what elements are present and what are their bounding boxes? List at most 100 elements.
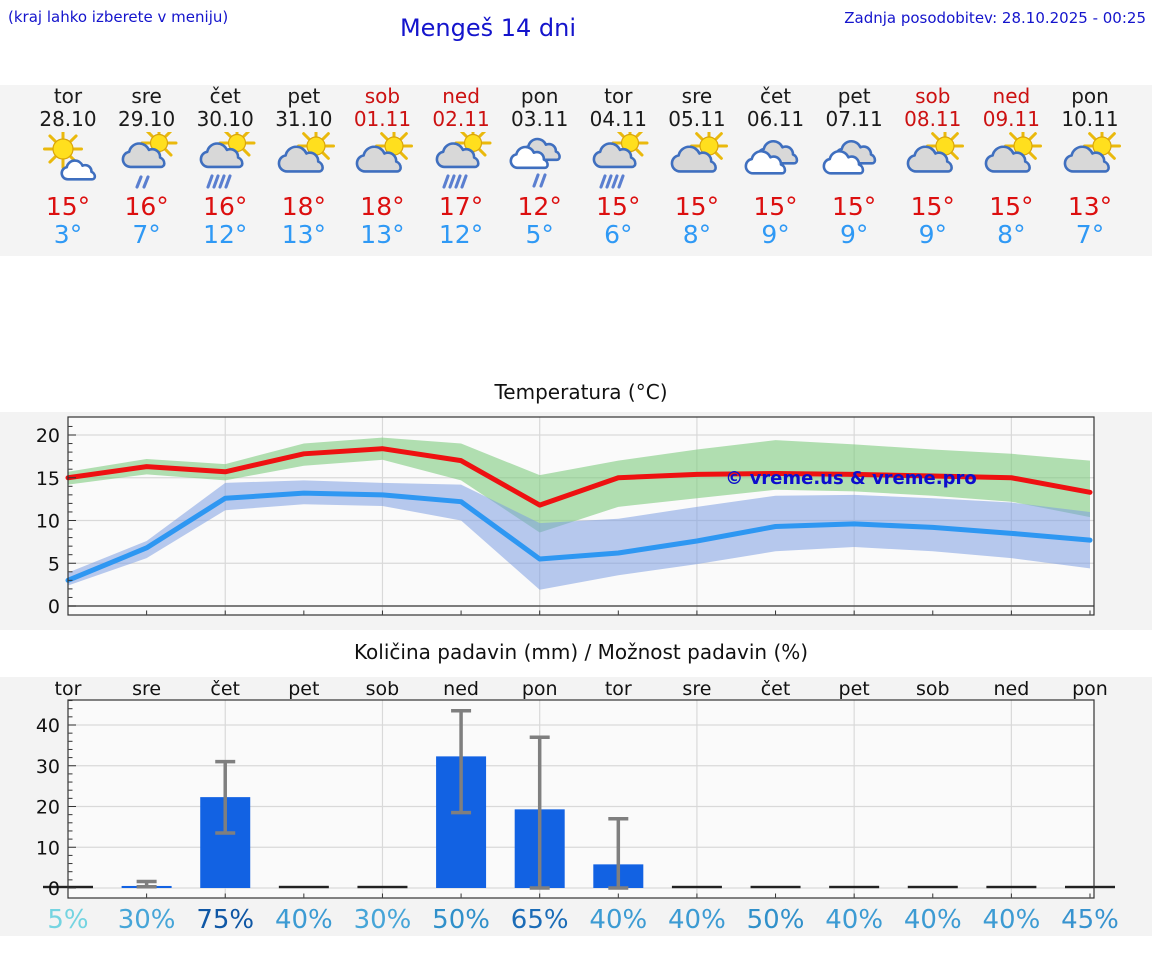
day-name: čet	[759, 84, 792, 108]
precip-zero-mark	[1065, 885, 1115, 889]
day-name: sob	[915, 84, 951, 108]
day-column: ned 02.11 17° 12°	[422, 85, 501, 249]
day-column: sre 05.11 15° 8°	[657, 85, 736, 249]
day-date: 07.11	[825, 107, 883, 131]
day-name: tor	[604, 84, 633, 108]
precip-percent-label: 65%	[511, 905, 569, 935]
precip-day-label: pet	[839, 678, 870, 700]
cloud-sun-icon	[985, 127, 1043, 173]
high-temp: 15°	[596, 192, 641, 221]
precip-percent-label: 40%	[668, 905, 726, 935]
low-temp: 13°	[360, 220, 405, 249]
clouds-icon	[822, 139, 877, 175]
low-temp: 12°	[203, 220, 248, 249]
clouds-icon	[744, 139, 798, 175]
watermark: © vreme.us & vreme.pro	[725, 468, 976, 489]
precip-y-axis-label: 0	[48, 878, 60, 900]
weather-icon-wrap	[657, 127, 736, 190]
weather-icon-wrap	[264, 127, 343, 190]
day-date: 09.11	[982, 107, 1040, 131]
cloud-sun-rain4-icon	[435, 124, 492, 189]
temp-y-axis-label: 10	[36, 511, 60, 533]
cloud-sun-icon	[906, 127, 964, 173]
precip-percent-label: 50%	[432, 905, 490, 935]
weather-icon-wrap	[1051, 127, 1130, 190]
day-date: 08.11	[904, 107, 962, 131]
weather-icon-wrap	[972, 127, 1051, 190]
high-temp: 17°	[438, 192, 484, 221]
temp-y-axis-label: 15	[36, 468, 60, 490]
low-temp: 9°	[918, 220, 947, 249]
low-temp: 13°	[281, 220, 326, 249]
day-column: tor 04.11 15° 6°	[579, 85, 658, 249]
high-temp: 13°	[1067, 192, 1113, 221]
weather-icon-wrap	[343, 127, 422, 190]
day-name: ned	[992, 84, 1031, 108]
precip-y-axis-label: 10	[36, 837, 60, 859]
precip-percent-label: 30%	[118, 905, 176, 935]
precip-day-label: čet	[761, 678, 791, 700]
low-temp: 3°	[53, 220, 83, 249]
last-update-text: Zadnja posodobitev: 28.10.2025 - 00:25	[844, 9, 1146, 27]
weather-icon-wrap	[107, 124, 186, 190]
day-date: 06.11	[746, 107, 805, 131]
temp-y-axis-label: 5	[48, 553, 60, 575]
low-temp: 8°	[997, 220, 1026, 249]
precipitation-chart-section: Količina padavin (mm) / Možnost padavin …	[0, 640, 1152, 940]
day-column: tor 28.10 15° 3°	[29, 85, 108, 249]
high-temp: 15°	[910, 192, 955, 221]
precip-day-label: sob	[916, 678, 950, 700]
cloud-sun-icon	[670, 127, 728, 173]
precip-day-label: tor	[55, 678, 82, 700]
day-date: 31.10	[275, 107, 333, 131]
weather-icon-wrap	[815, 132, 894, 190]
sun-cloud-icon	[43, 129, 97, 181]
precip-y-axis-label: 20	[36, 797, 60, 819]
precip-zero-mark	[986, 885, 1037, 889]
high-temp: 18°	[360, 192, 405, 221]
cloud-sun-icon	[1063, 127, 1121, 173]
precipitation-chart: tor sre čet pet sob ned pon tor sre čet pet sob ned p…	[0, 677, 1152, 936]
low-temp: 5°	[525, 220, 554, 249]
high-temp: 15°	[753, 192, 798, 221]
precip-percent-label: 75%	[196, 905, 254, 935]
high-temp: 15°	[45, 192, 91, 221]
high-temp: 16°	[203, 192, 248, 221]
day-column: ned 09.11 15° 8°	[972, 85, 1051, 249]
precip-day-label: sre	[132, 678, 161, 700]
day-column: sob 08.11 15° 9°	[893, 85, 972, 249]
day-column: čet 06.11 15° 9°	[736, 85, 815, 249]
low-temp: 7°	[1075, 220, 1105, 249]
cloud-sun-rain4-icon	[199, 124, 256, 189]
temperature-chart-section: Temperatura (°C) © vreme.us & vreme.pro 0…	[0, 380, 1152, 630]
day-column: sre 29.10 16° 7°	[107, 85, 186, 249]
precip-day-label: pon	[1072, 678, 1108, 700]
day-date: 29.10	[117, 107, 176, 131]
high-temp: 12°	[517, 192, 562, 221]
precip-percent-label: 30%	[354, 905, 412, 935]
day-column: čet 30.10 16° 12°	[186, 85, 265, 249]
high-temp: 15°	[831, 192, 877, 221]
precip-zero-mark	[671, 885, 722, 889]
precip-zero-mark	[357, 885, 408, 889]
day-date: 28.10	[39, 107, 97, 131]
day-name: pet	[287, 84, 321, 108]
precip-day-label: sob	[366, 678, 400, 700]
precip-day-label: sre	[682, 678, 711, 700]
max-temp-line	[65, 446, 1093, 508]
day-name: sre	[681, 84, 713, 108]
day-name: sob	[364, 84, 401, 108]
precip-percent-label: 40%	[982, 905, 1040, 935]
precip-percent-label: 40%	[275, 905, 333, 935]
precip-percent-label: 40%	[825, 905, 883, 935]
precip-day-label: pon	[522, 678, 558, 700]
menu-hint-text: (kraj lahko izberete v meniju)	[8, 8, 229, 26]
max-temp-range-band	[68, 437, 1090, 533]
precip-zero-mark	[278, 885, 329, 889]
precip-day-label: pet	[288, 678, 319, 700]
day-name: ned	[442, 84, 480, 108]
day-date: 10.11	[1061, 107, 1119, 131]
temperature-chart-title: Temperatura (°C)	[494, 380, 668, 404]
precip-percent-label: 45%	[1061, 905, 1119, 935]
